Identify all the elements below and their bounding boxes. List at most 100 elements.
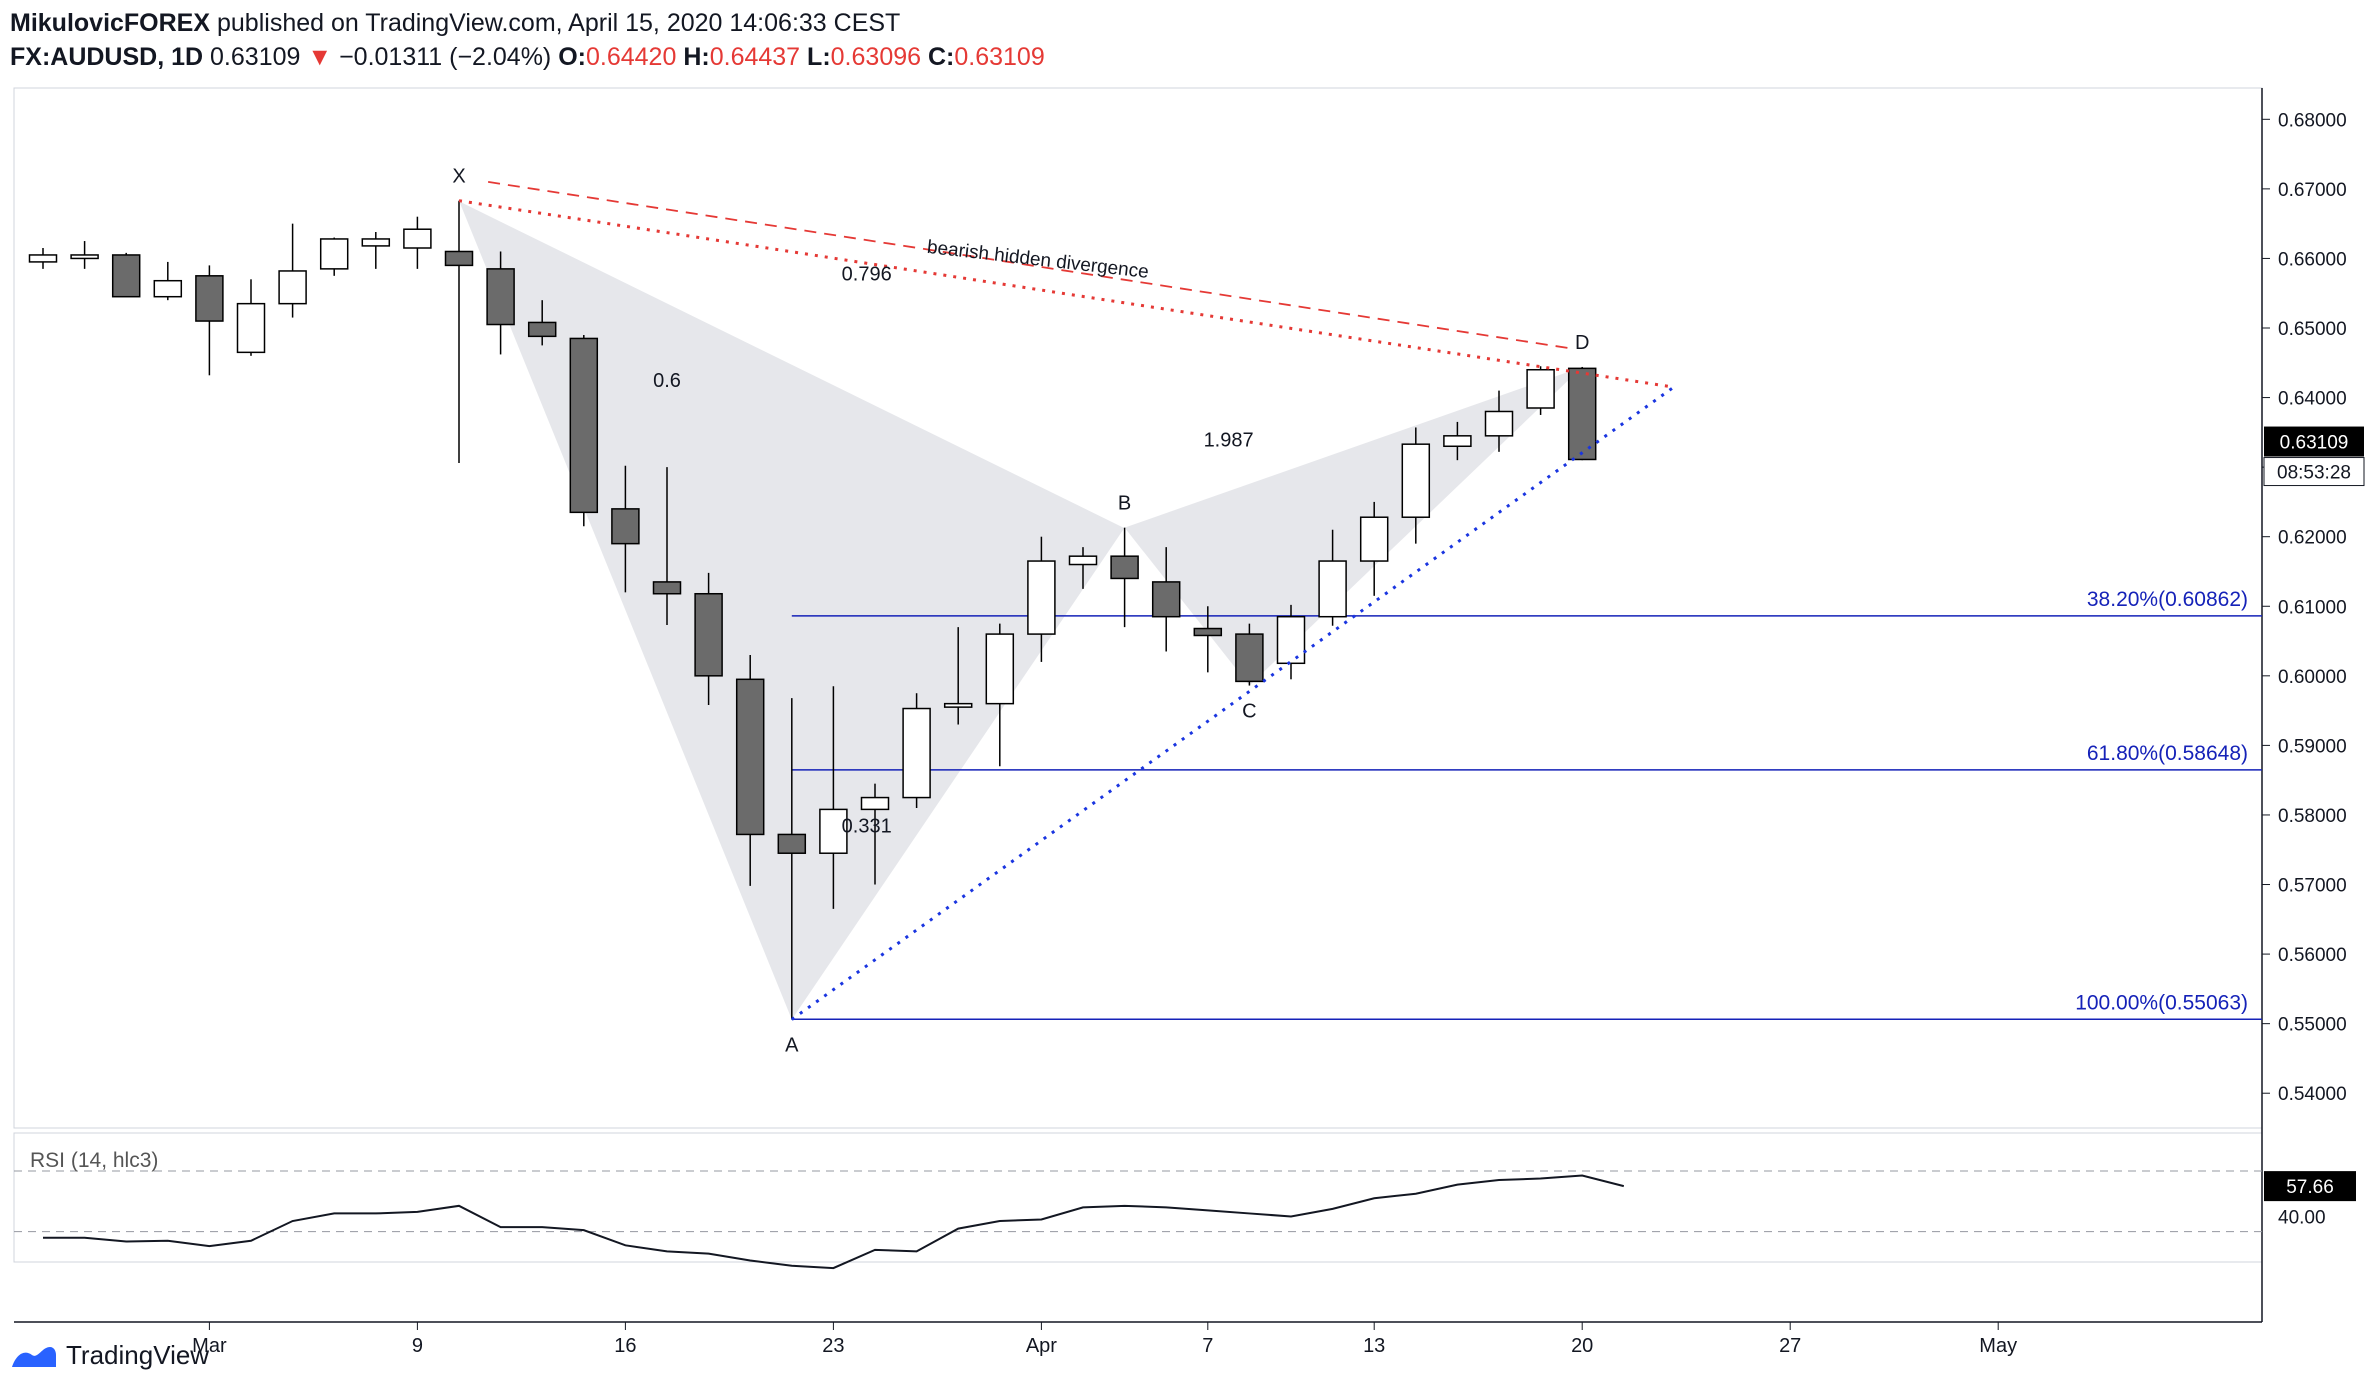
candle-up	[28, 254, 58, 263]
candle-up	[319, 238, 349, 270]
x-tick-label: 9	[412, 1335, 423, 1357]
pattern-ratio-label: 0.6	[653, 370, 681, 392]
pattern-ratio-label: 0.796	[842, 264, 892, 286]
candle-up	[1359, 516, 1389, 562]
symbol-line: FX:AUDUSD, 1D 0.63109 ▼ −0.01311 (−2.04%…	[10, 40, 1045, 74]
divergence-dashed-line	[487, 181, 1575, 350]
candle-up	[985, 633, 1015, 705]
pattern-ratio-label: 0.331	[842, 815, 892, 837]
x-tick-label: 27	[1779, 1335, 1801, 1357]
brand-name[interactable]: TradingView	[66, 1340, 210, 1370]
published-text: published on TradingView.com, April 15, …	[217, 9, 901, 37]
x-tick-label: Mar	[192, 1335, 227, 1357]
close-value: 0.63109	[954, 43, 1045, 71]
rsi-tick-label: 40.00	[2278, 1207, 2326, 1228]
x-tick-label: Apr	[1026, 1335, 1057, 1357]
publish-line: MikulovicFOREX published on TradingView.…	[10, 6, 1045, 40]
x-tick-label: 23	[822, 1335, 844, 1357]
author-name[interactable]: MikulovicFOREX	[10, 9, 211, 37]
candle-up	[819, 808, 848, 854]
high-value: 0.64437	[709, 43, 801, 71]
candle-up	[1276, 615, 1306, 665]
rsi-line	[43, 1174, 1625, 1270]
y-tick-label: 0.66000	[2278, 249, 2347, 270]
candle-down	[1193, 627, 1223, 637]
candle-down	[694, 592, 723, 677]
candle-up	[1401, 443, 1431, 518]
pattern-point-label: X	[452, 166, 465, 188]
open-value: 0.64420	[586, 43, 677, 71]
divergence-annotation: bearish hidden divergence	[926, 237, 1150, 283]
y-tick-label: 0.64000	[2278, 389, 2347, 410]
pattern-point-label: C	[1242, 701, 1256, 723]
last-price-tag-text: 0.63109	[2280, 433, 2349, 454]
candle-up	[902, 707, 931, 799]
pattern-point-label: A	[785, 1034, 799, 1056]
x-tick-label: 13	[1363, 1335, 1385, 1357]
candle-down	[735, 678, 765, 836]
candle-up	[278, 270, 307, 305]
pattern-triangle-bcd	[1124, 366, 1583, 686]
candle-down	[444, 250, 474, 267]
candle-up	[1484, 410, 1514, 437]
y-tick-label: 0.56000	[2278, 945, 2347, 966]
countdown-tag	[2263, 457, 2365, 487]
candle-down	[569, 337, 599, 514]
price-pane-frame	[13, 87, 2263, 1129]
x-tick-label: 20	[1571, 1335, 1593, 1357]
fib-level-label: 100.00%(0.55063)	[2075, 991, 2248, 1014]
candle-up	[153, 279, 183, 298]
candle-up	[70, 254, 99, 260]
rising-trend-dotted-line	[790, 385, 1675, 1021]
pattern-triangle-xab	[459, 200, 1125, 1020]
pattern-line-xb	[458, 200, 1125, 529]
candle-down	[1151, 581, 1181, 618]
symbol-label[interactable]: FX:AUDUSD, 1D	[10, 43, 204, 71]
candle-up	[403, 228, 432, 249]
y-tick-label: 0.61000	[2278, 597, 2347, 618]
y-tick-label: 0.54000	[2278, 1084, 2347, 1105]
high-label: H:	[683, 43, 710, 71]
fib-level-label: 38.20%(0.60862)	[2087, 588, 2248, 611]
candle-up	[1443, 435, 1472, 448]
candle-up	[236, 302, 266, 354]
pattern-point-label: B	[1118, 493, 1131, 515]
candle-down	[527, 321, 557, 338]
last-price-tag	[2264, 426, 2364, 457]
low-value: 0.63096	[830, 43, 922, 71]
candle-down	[1235, 633, 1264, 683]
candle-up	[943, 702, 973, 708]
rsi-pane-frame	[13, 1132, 2263, 1263]
y-tick-label: 0.62000	[2278, 528, 2347, 549]
candle-down	[1567, 367, 1597, 461]
close-label: C:	[927, 43, 955, 71]
rsi-value-tag	[2264, 1171, 2356, 1202]
fib-level-label: 61.80%(0.58648)	[2087, 742, 2248, 765]
candle-up	[361, 238, 391, 247]
last-price: 0.63109	[210, 43, 301, 71]
candle-up	[1027, 560, 1056, 635]
candle-down	[777, 833, 807, 854]
countdown-tag-text: 08:53:28	[2277, 463, 2351, 484]
candle-up	[1526, 368, 1555, 409]
rsi-title: RSI (14, hlc3)	[30, 1149, 158, 1172]
candle-up	[1068, 555, 1098, 566]
price-change: −0.01311 (−2.04%)	[339, 43, 552, 71]
candle-down	[611, 508, 640, 545]
y-tick-label: 0.57000	[2278, 876, 2347, 897]
pattern-point-label: D	[1575, 332, 1589, 354]
y-tick-label: 0.65000	[2278, 319, 2347, 340]
candle-down	[486, 268, 515, 326]
x-tick-label: 7	[1202, 1335, 1213, 1357]
y-tick-label: 0.58000	[2278, 806, 2347, 827]
candle-up	[860, 796, 890, 811]
x-tick-label: May	[1979, 1335, 2017, 1357]
y-tick-label: 0.60000	[2278, 667, 2347, 688]
y-tick-label: 0.55000	[2278, 1015, 2347, 1036]
tradingview-logo-icon	[12, 1346, 56, 1367]
open-label: O:	[558, 43, 586, 71]
y-tick-label: 0.67000	[2278, 180, 2347, 201]
candle-up	[1318, 560, 1347, 618]
candle-down	[652, 581, 682, 595]
